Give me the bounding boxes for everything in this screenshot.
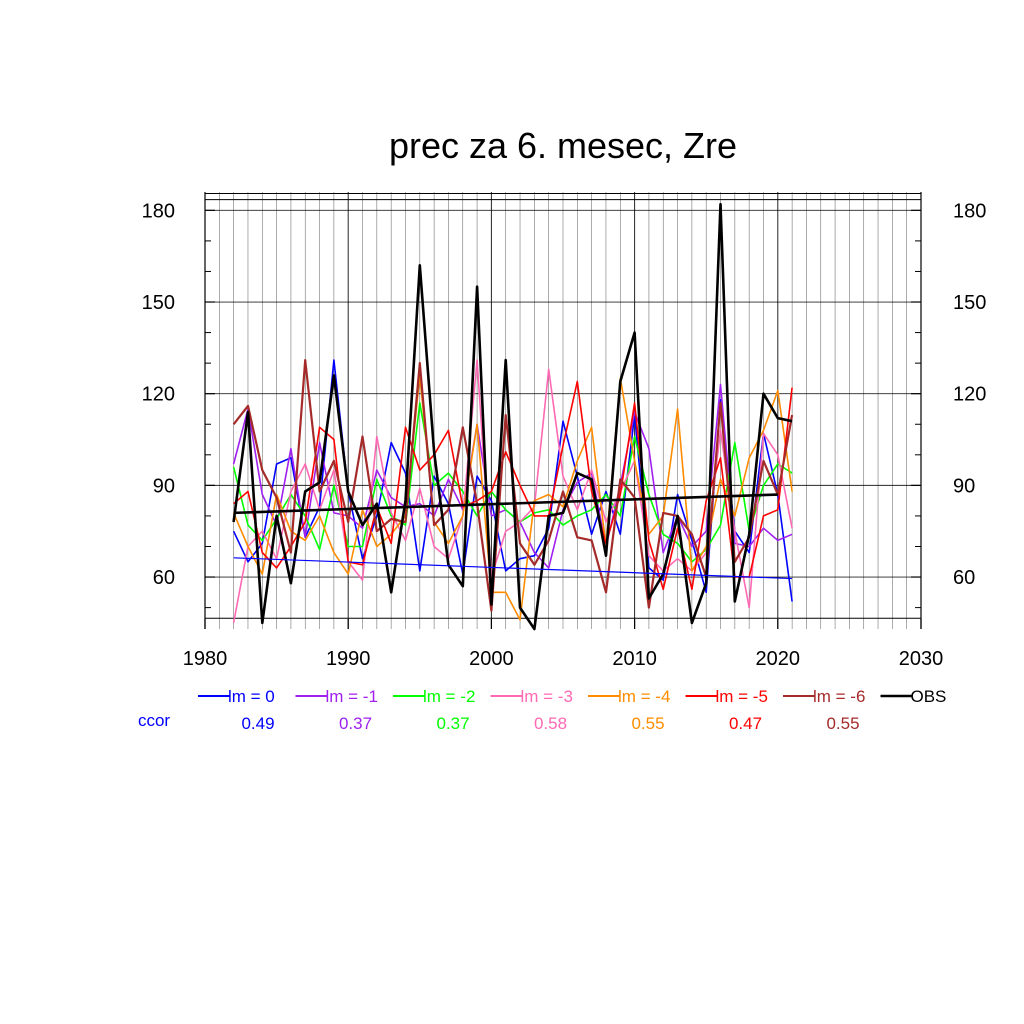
ccor-value: 0.47: [729, 714, 762, 733]
legend-label: lm = -5: [716, 687, 768, 706]
series-group: [232, 202, 794, 631]
series-line-obs: [232, 202, 793, 631]
axis-ticks: 1980 1990 2000 2010 2020 2030 60 60 90 90 120 120 15…: [142, 200, 987, 670]
x-tick-label: 2020: [756, 648, 801, 670]
x-tick-label: 2030: [899, 648, 944, 670]
y-tick-label-left: 120: [142, 384, 175, 406]
ccor-value: 0.37: [436, 714, 469, 733]
trend-line: [233, 493, 778, 515]
ccor-value: 0.55: [631, 714, 664, 733]
plot-frame: [204, 192, 922, 629]
legend-label: lm = -3: [521, 687, 573, 706]
series-line-lm-3: [232, 359, 793, 624]
ccor-value: 0.58: [534, 714, 567, 733]
y-tick-label-right: 180: [953, 200, 986, 222]
y-tick-label-left: 90: [153, 475, 175, 497]
legend-label: lm = -2: [423, 687, 475, 706]
y-tick-label-left: 180: [142, 200, 175, 222]
legend-label: OBS: [911, 687, 947, 706]
legend-label: lm = -1: [326, 687, 378, 706]
y-tick-label-right: 120: [953, 384, 986, 406]
grid: [205, 192, 921, 629]
y-tick-label-left: 60: [153, 567, 175, 589]
trend-lines: [233, 493, 793, 580]
x-tick-label: 2000: [469, 648, 514, 670]
ccor-value: 0.49: [241, 714, 274, 733]
x-tick-label: 2010: [612, 648, 657, 670]
legend-label: lm = -4: [618, 687, 670, 706]
y-tick-label-right: 90: [953, 475, 975, 497]
x-tick-label: 1990: [326, 648, 371, 670]
legend-label: lm = -6: [813, 687, 865, 706]
y-tick-label-left: 150: [142, 292, 175, 314]
ccor-value: 0.55: [826, 714, 859, 733]
chart-title: prec za 6. mesec, Zre: [389, 125, 737, 166]
x-tick-label: 1980: [183, 648, 228, 670]
ccor-label: ccor: [138, 711, 170, 730]
y-tick-label-right: 150: [953, 292, 986, 314]
legend: lm = 0 0.49 lm = -1 0.37 lm = -2 0.37 lm = -3 0…: [138, 687, 946, 733]
ccor-value: 0.37: [339, 714, 372, 733]
legend-label: lm = 0: [228, 687, 275, 706]
trend-line: [233, 557, 793, 580]
y-tick-label-right: 60: [953, 567, 975, 589]
